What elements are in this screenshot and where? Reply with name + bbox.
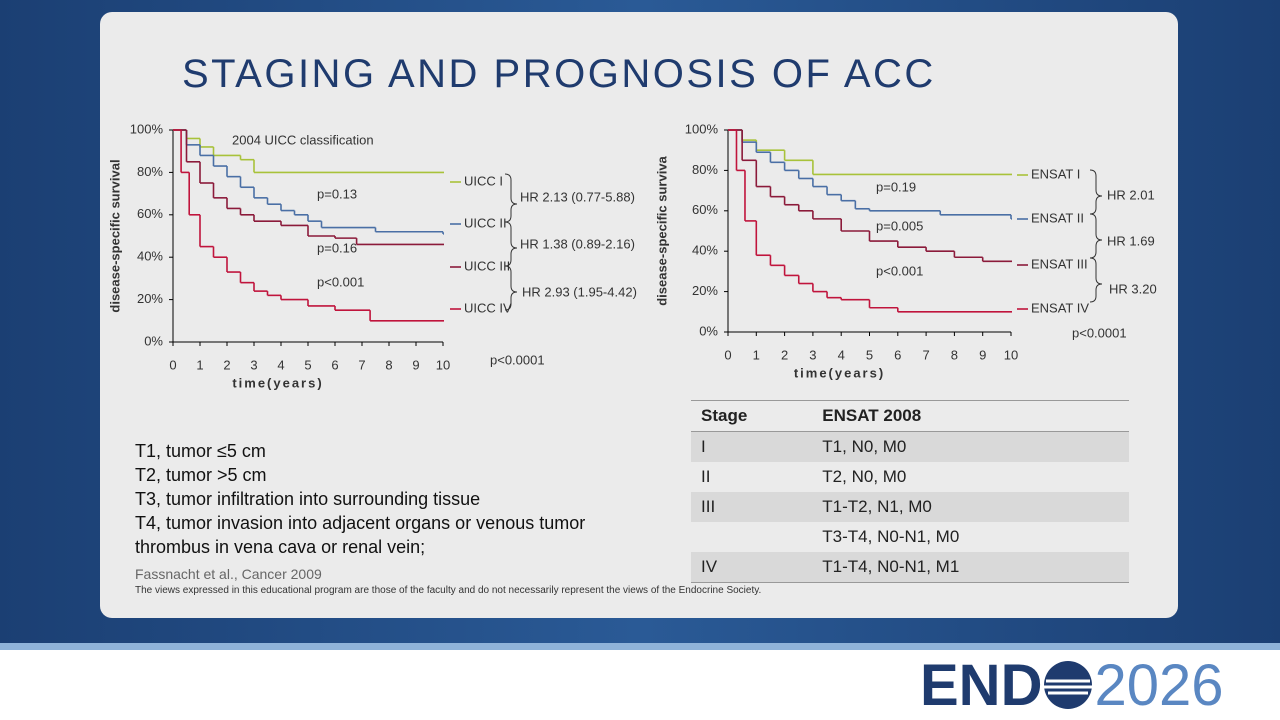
table-row: IV T1-T4, N0-N1, M1	[691, 552, 1129, 583]
x-tick-label: 5	[304, 357, 311, 372]
table-cell: II	[701, 467, 711, 486]
x-tick-label: 2	[223, 357, 230, 372]
y-tick-label: 100%	[130, 121, 164, 136]
annotation: HR 1.38 (0.89-2.16)	[520, 236, 635, 251]
annotation: p=0.005	[876, 218, 923, 233]
logo-globe	[1044, 661, 1093, 709]
annotation: HR 2.93 (1.95-4.42)	[522, 284, 637, 299]
y-tick-label: 20%	[692, 283, 718, 298]
table-header: Stage ENSAT 2008	[691, 400, 1129, 432]
table-cell: I	[701, 437, 706, 456]
y-tick-label: 20%	[137, 291, 163, 306]
annotation: HR 2.01	[1107, 187, 1155, 202]
slide	[100, 12, 1178, 618]
x-tick-label: 0	[169, 357, 176, 372]
annotation: p<0.001	[317, 274, 364, 289]
stage-item: T2, tumor >5 cm	[135, 465, 267, 485]
y-axis-label: disease-specific survival	[107, 159, 122, 312]
table-row: II T2, N0, M0	[691, 462, 1129, 492]
annotation: p=0.19	[876, 179, 916, 194]
series-label: UICC III	[464, 258, 510, 273]
table-cell: T1, N0, M0	[822, 437, 907, 456]
y-tick-label: 60%	[137, 206, 163, 221]
stage-item: T1, tumor ≤5 cm	[135, 441, 266, 461]
y-tick-label: 0%	[144, 333, 163, 348]
bracket	[1089, 169, 1103, 303]
logo-brand: END	[920, 653, 1043, 718]
x-tick-label: 3	[809, 347, 816, 362]
x-tick-label: 7	[922, 347, 929, 362]
x-axis-label: time(years)	[794, 365, 885, 380]
x-tick-label: 3	[250, 357, 257, 372]
x-tick-label: 8	[385, 357, 392, 372]
table-cell	[691, 522, 812, 552]
x-tick-label: 9	[412, 357, 419, 372]
annotation: p<0.0001	[1072, 325, 1127, 340]
stripe	[0, 643, 1280, 650]
stage-table: Stage ENSAT 2008 I T1, N0, M0 II T2, N0, M0 II…	[691, 400, 1129, 583]
x-tick-label: 10	[436, 357, 450, 372]
x-axis-label: time(years)	[232, 375, 323, 390]
annotation: HR 3.20	[1109, 281, 1157, 296]
series-label: UICC IV	[464, 300, 512, 315]
y-tick-label: 80%	[137, 164, 163, 179]
citation: Fassnacht et al., Cancer 2009	[135, 566, 322, 582]
stage-list: T1, tumor ≤5 cm T2, tumor >5 cm T3, tumor …	[135, 439, 665, 559]
series-label: UICC I	[464, 173, 503, 188]
annotation: p<0.001	[876, 263, 923, 278]
x-tick-label: 6	[331, 357, 338, 372]
x-tick-label: 10	[1004, 347, 1018, 362]
table-row: III T1-T2, N1, M0	[691, 492, 1129, 522]
table-cell: III	[701, 497, 716, 516]
y-tick-label: 60%	[692, 202, 718, 217]
stage-item: T4, tumor invasion into adjacent organs …	[135, 513, 586, 557]
x-tick-label: 7	[358, 357, 365, 372]
series-label: ENSAT I	[1031, 166, 1080, 181]
y-tick-label: 100%	[685, 121, 719, 136]
y-tick-label: 40%	[137, 249, 163, 264]
x-tick-label: 9	[979, 347, 986, 362]
table-cell: T1-T4, N0-N1, M1	[812, 552, 1129, 583]
annotation: p=0.13	[317, 186, 357, 201]
chart-title: 2004 UICC classification	[232, 132, 374, 147]
disclaimer: The views expressed in this educational …	[135, 585, 762, 596]
x-tick-label: 0	[724, 347, 731, 362]
table-row: I T1, N0, M0	[691, 431, 1129, 462]
y-tick-label: 0%	[699, 323, 718, 338]
table-row: T3-T4, N0-N1, M0	[691, 522, 1129, 552]
annotation: p<0.0001	[490, 352, 545, 367]
annotation: HR 1.69	[1107, 233, 1155, 248]
annotation: HR 2.13 (0.77-5.88)	[520, 189, 635, 204]
x-tick-label: 1	[753, 347, 760, 362]
x-tick-label: 6	[894, 347, 901, 362]
series-label: ENSAT III	[1031, 256, 1088, 271]
annotation: p=0.16	[317, 240, 357, 255]
y-axis-label: disease-specific surviva	[654, 155, 669, 305]
series-label: UICC II	[464, 215, 507, 230]
x-tick-label: 8	[951, 347, 958, 362]
y-tick-label: 40%	[692, 243, 718, 258]
header-cell: ENSAT 2008	[812, 400, 1129, 432]
slide-title: STAGING AND PROGNOSIS OF ACC	[182, 52, 936, 96]
bracket	[504, 173, 518, 311]
table-cell: T1-T2, N1, M0	[822, 497, 932, 516]
series-label: ENSAT II	[1031, 210, 1084, 225]
x-tick-label: 4	[838, 347, 845, 362]
stage-item: T3, tumor infiltration into surrounding …	[135, 489, 481, 509]
x-tick-label: 2	[781, 347, 788, 362]
table-cell: T3-T4, N0-N1, M0	[822, 527, 960, 546]
table-cell: T2, N0, M0	[822, 467, 907, 486]
logo: END 2026	[920, 652, 1224, 719]
series-label: ENSAT IV	[1031, 300, 1089, 315]
x-tick-label: 4	[277, 357, 284, 372]
y-tick-label: 80%	[692, 162, 718, 177]
header-cell: Stage	[691, 400, 813, 432]
table-cell: IV	[691, 552, 813, 583]
logo-year: 2026	[1094, 653, 1224, 718]
x-tick-label: 5	[866, 347, 873, 362]
x-tick-label: 1	[196, 357, 203, 372]
